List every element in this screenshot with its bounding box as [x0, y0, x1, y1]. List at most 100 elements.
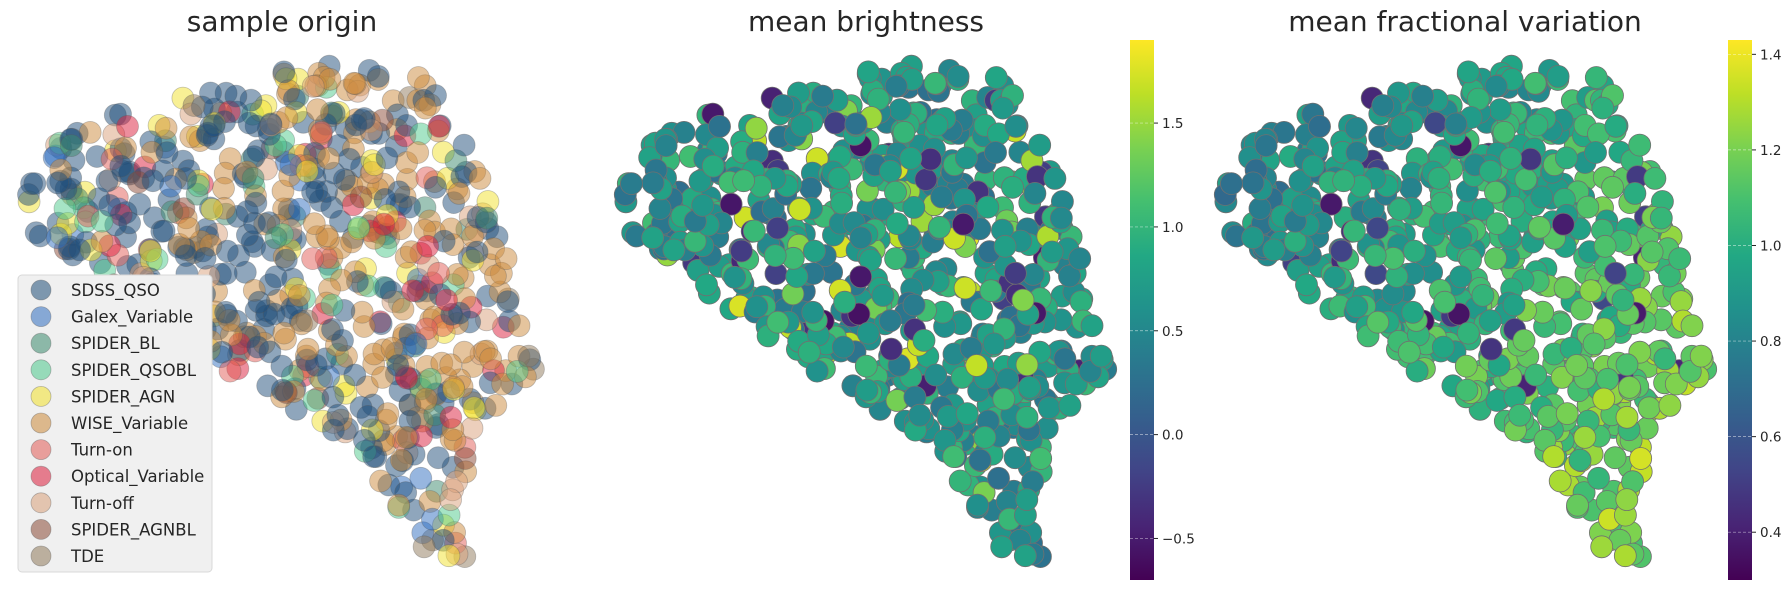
scatter-point [45, 226, 69, 250]
scatter-point [412, 535, 436, 559]
scatter-point [942, 445, 966, 469]
scatter-point [1576, 195, 1600, 219]
scatter-point [1680, 314, 1704, 338]
scatter-point [1615, 353, 1639, 377]
scatter-point [462, 396, 486, 420]
colorbar-tick-label: 0.6 [1760, 430, 1781, 446]
scatter-point [948, 469, 972, 493]
scatter-point [317, 146, 340, 170]
scatter-point [247, 290, 271, 314]
scatter-point [262, 302, 286, 326]
scatter-point [1669, 290, 1693, 314]
scatter-point [1254, 134, 1278, 158]
scatter-point [23, 172, 47, 196]
scatter-point [1248, 197, 1272, 220]
colorbar-tick-label: 1.4 [1760, 47, 1781, 63]
scatter-point [892, 120, 916, 144]
scatter-point [742, 219, 766, 243]
scatter-point [919, 147, 942, 171]
legend-marker [30, 519, 52, 540]
scatter-point [1330, 239, 1353, 263]
scatter-point [494, 247, 518, 271]
scatter-point [210, 340, 234, 364]
scatter-point [871, 283, 895, 307]
scatter-point [1029, 447, 1053, 470]
panel-mean-brightness: mean brightness −0.5 0.0 0.5 1.0 1.5 [613, 5, 1195, 580]
scatter-point [719, 192, 743, 216]
scatter-point [1366, 310, 1390, 334]
scatter-point [1363, 244, 1387, 268]
scatter-point [1525, 113, 1549, 137]
scatter-point [641, 171, 665, 195]
scatter-point [908, 403, 932, 427]
scatter-point [435, 288, 458, 312]
scatter-point [1449, 265, 1473, 289]
scatter-point [301, 180, 325, 204]
scatter-point [1555, 402, 1579, 426]
scatter-point [1613, 544, 1637, 568]
scatter-point [1604, 261, 1627, 285]
scatter-point [1399, 176, 1423, 200]
scatter-point [496, 290, 520, 314]
scatter-point [177, 216, 201, 240]
scatter-point [856, 60, 880, 84]
scatter-points-mean-brightness [613, 54, 1118, 568]
scatter-point [1454, 354, 1478, 378]
colorbar-tick-label: 1.5 [1162, 116, 1183, 132]
scatter-point [391, 297, 415, 321]
scatter-point [1615, 405, 1639, 429]
legend-marker [30, 306, 52, 328]
scatter-point [1001, 175, 1024, 199]
scatter-point [987, 466, 1010, 490]
scatter-point [98, 193, 122, 217]
scatter-point [1514, 168, 1538, 191]
scatter-point [803, 239, 826, 263]
scatter-point [1551, 212, 1575, 236]
scatter-point [790, 114, 814, 137]
scatter-point [1479, 159, 1502, 183]
scatter-point [827, 166, 851, 190]
scatter-point [953, 276, 977, 300]
scatter-point [1288, 169, 1312, 193]
scatter-point [970, 297, 993, 321]
scatter-point [374, 276, 398, 300]
colorbar-tick-label: 1.2 [1760, 143, 1781, 159]
scatter-point [1456, 60, 1480, 84]
scatter-point [1220, 172, 1243, 196]
scatter-point [1484, 180, 1507, 204]
legend-marker [30, 412, 52, 434]
scatter-point [1637, 396, 1661, 420]
scatter-point [224, 84, 248, 108]
scatter-point [1502, 293, 1526, 317]
scatter-point [1291, 193, 1315, 217]
scatter-point [1523, 71, 1547, 95]
scatter-point [925, 113, 949, 137]
scatter-point [296, 337, 320, 361]
scatter-point [1499, 146, 1523, 170]
scatter-point [389, 448, 413, 472]
scatter-point [1542, 445, 1566, 469]
scatter-point [507, 314, 531, 338]
scatter-point [1640, 240, 1664, 264]
scatter-point [237, 111, 261, 135]
scatter-point [662, 238, 686, 262]
scatter-point [1643, 166, 1667, 190]
scatter-point [1596, 367, 1619, 391]
scatter-point [439, 405, 463, 429]
scatter-point [984, 141, 1007, 164]
scatter-point [244, 191, 268, 215]
scatter-point [991, 96, 1015, 120]
scatter-point [701, 154, 725, 178]
scatter-point [1004, 114, 1028, 138]
scatter-point [968, 448, 992, 472]
scatter-point [923, 71, 947, 95]
scatter-point [1015, 405, 1039, 429]
scatter-point [1658, 393, 1682, 417]
scatter-point [1603, 446, 1627, 470]
scatter-point [174, 244, 198, 268]
scatter-point [264, 226, 288, 250]
scatter-point [437, 544, 461, 568]
scatter-point [413, 96, 437, 120]
scatter-point [1301, 154, 1325, 178]
scatter-point [128, 192, 152, 216]
